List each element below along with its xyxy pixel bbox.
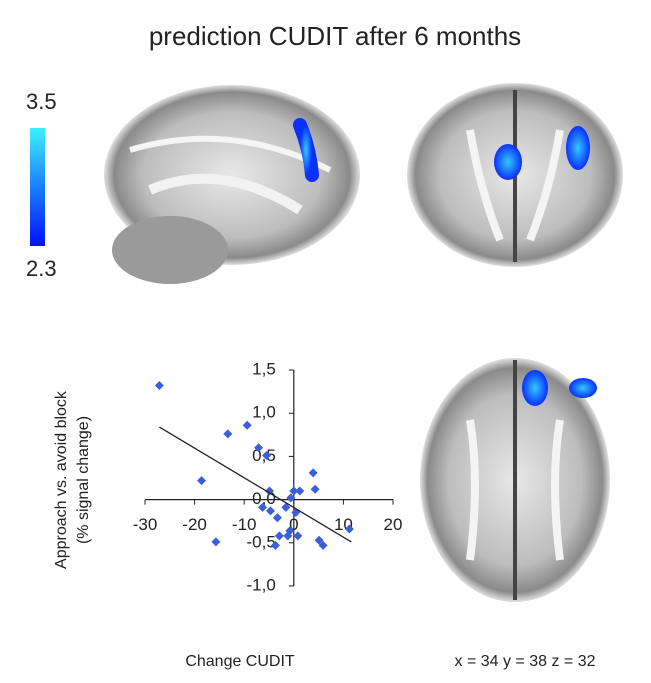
axial-slice [420,358,610,602]
y-axis-label: Approach vs. avoid block [53,390,70,569]
data-point [273,513,282,522]
colorbar-max: 3.5 [26,89,57,114]
data-point [295,486,304,495]
y-tick-label: -0,5 [247,532,276,551]
data-point [197,476,206,485]
data-point [211,537,220,546]
title: prediction CUDIT after 6 months [149,21,521,51]
x-axis-label: Change CUDIT [185,653,295,670]
coronal-slice [407,83,623,267]
data-point [243,421,252,430]
x-tick-label: -10 [232,515,257,534]
figure: prediction CUDIT after 6 months 3.5 2.3 … [0,0,651,678]
data-point [275,531,284,540]
slice-coordinates: x = 34 y = 38 z = 32 [455,653,596,670]
x-tick-label: -20 [182,515,207,534]
data-point [309,468,318,477]
x-tick-label: -30 [133,515,158,534]
colorbar [30,128,45,246]
data-point [311,485,320,494]
y-tick-label: 1,0 [252,403,276,422]
data-point [155,381,164,390]
y-tick-label: 1,5 [252,359,276,378]
y-tick-label: -1,0 [247,575,276,594]
colorbar-min: 2.3 [26,256,57,281]
y-axis-label: (% signal change) [75,416,92,544]
data-point [223,429,232,438]
x-tick-label: 20 [384,515,403,534]
sagittal-slice [104,85,360,284]
